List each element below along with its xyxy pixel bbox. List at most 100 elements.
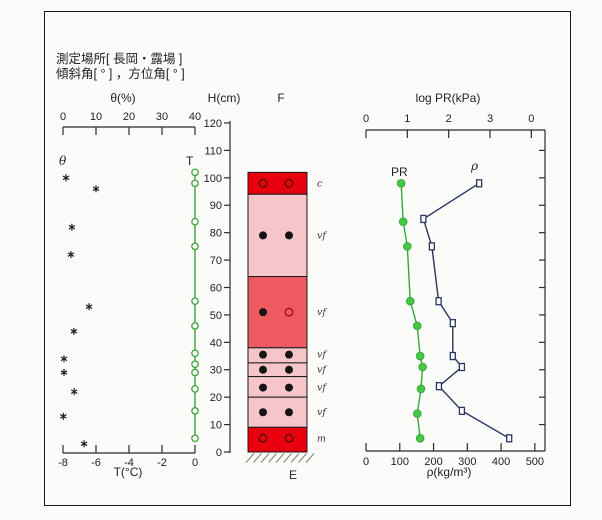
strat-layer <box>247 347 308 364</box>
grain-type-label: vf <box>317 307 327 318</box>
grain-symbol-dot <box>285 231 293 240</box>
grain-symbol-dot <box>285 350 293 359</box>
theta-axis-title: θ(%) <box>110 91 136 105</box>
ground-hatch-line <box>290 453 300 463</box>
ground-hatch-line <box>253 453 262 463</box>
θ-point <box>67 252 75 257</box>
log-pr-tick-label: 1 <box>404 113 410 125</box>
θ-point <box>85 304 93 310</box>
grain-symbol-dot <box>285 383 293 392</box>
theta-tick-label: 10 <box>90 111 102 123</box>
density-axis-title: ρ(kg/m³) <box>426 465 472 479</box>
strat-layer <box>247 426 308 453</box>
grain-type-label: vf <box>317 365 327 376</box>
θ-point <box>80 441 88 447</box>
density-tick-label: 200 <box>424 456 442 468</box>
density-tick-label: 500 <box>526 456 544 468</box>
T-point <box>191 360 199 369</box>
θ-point <box>92 186 100 192</box>
T-point <box>191 322 199 330</box>
chart-frame <box>44 11 571 506</box>
density-series-label: ρ <box>471 159 479 173</box>
grain-symbol-open-circle <box>258 433 268 443</box>
height-tick-label: 50 <box>210 310 222 322</box>
grain-type-label: vf <box>317 383 327 394</box>
height-tick-label: 70 <box>210 255 222 267</box>
ρ-point <box>458 406 466 416</box>
height-tick-label: 20 <box>210 392 222 404</box>
θ-point <box>62 175 70 181</box>
PR-point <box>396 179 406 188</box>
density-tick-label: 300 <box>458 456 476 468</box>
PR-point <box>398 217 408 226</box>
θ-point <box>70 329 78 334</box>
grain-symbol-open-circle <box>284 178 294 188</box>
height-tick-label: 30 <box>210 365 222 377</box>
grain-symbol-dot <box>285 365 293 374</box>
height-axis-title: H(cm) <box>207 91 241 105</box>
θ-point <box>60 370 68 375</box>
PR-series-line <box>400 183 424 439</box>
grain-type-label: c <box>317 178 323 189</box>
ρ-point <box>449 351 456 361</box>
temperature-tick-label: 0 <box>192 457 198 469</box>
grain-symbol-dot <box>259 365 267 374</box>
PR-point <box>415 433 425 443</box>
grain-type-label: vf <box>317 407 327 418</box>
grain-symbol-open-circle <box>258 178 268 188</box>
ground-hatch-line <box>298 453 307 463</box>
height-tick-label: 0 <box>216 447 222 459</box>
ground-hatch-line <box>268 453 277 463</box>
θ-point <box>68 224 76 230</box>
θ-point <box>60 356 68 362</box>
grain-type-label: vf <box>317 230 327 241</box>
PR-point <box>403 242 412 251</box>
θ-point <box>60 414 67 419</box>
density-tick-label: 100 <box>391 456 409 468</box>
theta-tick-label: 30 <box>156 111 168 123</box>
density-tick-label: 0 <box>363 456 369 468</box>
grain-type-label: vf <box>317 350 327 361</box>
T-point <box>191 434 199 443</box>
T-point <box>191 349 199 358</box>
log-pr-tick-label: 0 <box>528 113 534 125</box>
log-pr-tick-label: 2 <box>446 113 452 125</box>
pr-series-label: PR <box>391 165 408 179</box>
ρ-point <box>475 179 483 188</box>
temperature-tick-label: -8 <box>58 457 68 469</box>
ρ-point <box>428 242 436 251</box>
T-point <box>191 217 199 226</box>
height-tick-label: 100 <box>204 173 222 185</box>
density-tick-label: 400 <box>492 456 510 468</box>
height-tick-label: 40 <box>210 337 222 349</box>
height-tick-label: 110 <box>204 145 222 157</box>
PR-point <box>405 296 415 306</box>
T-point <box>191 242 199 251</box>
grain-symbol-dot <box>259 350 267 359</box>
grain-symbol-dot <box>259 231 267 240</box>
T-point <box>191 179 199 188</box>
height-tick-label: 60 <box>210 282 222 294</box>
theta-series-label: θ <box>59 154 67 168</box>
ground-hatch-line <box>245 453 255 463</box>
ground-hatch-line <box>275 453 285 463</box>
grain-type-label: m <box>317 433 326 444</box>
log-pr-axis-title: log PR(kPa) <box>415 91 481 105</box>
grain-symbol-dot <box>259 408 267 417</box>
strat-layer <box>247 376 308 398</box>
log-pr-tick-label: 3 <box>487 113 493 125</box>
T-point <box>191 385 199 393</box>
height-tick-label: 90 <box>210 200 222 212</box>
measurement-location-text: 測定場所[ 長岡・露場 ] <box>56 52 183 66</box>
strat-layer <box>247 193 308 278</box>
ρ-point <box>458 362 466 372</box>
theta-tick-label: 0 <box>60 111 66 123</box>
T-point <box>191 168 199 177</box>
log-pr-tick-label: 0 <box>363 113 369 125</box>
θ-point <box>70 389 78 394</box>
temperature-series-label: T <box>186 154 194 168</box>
T-point <box>191 297 199 306</box>
temperature-axis-title: T(°C) <box>113 465 143 479</box>
